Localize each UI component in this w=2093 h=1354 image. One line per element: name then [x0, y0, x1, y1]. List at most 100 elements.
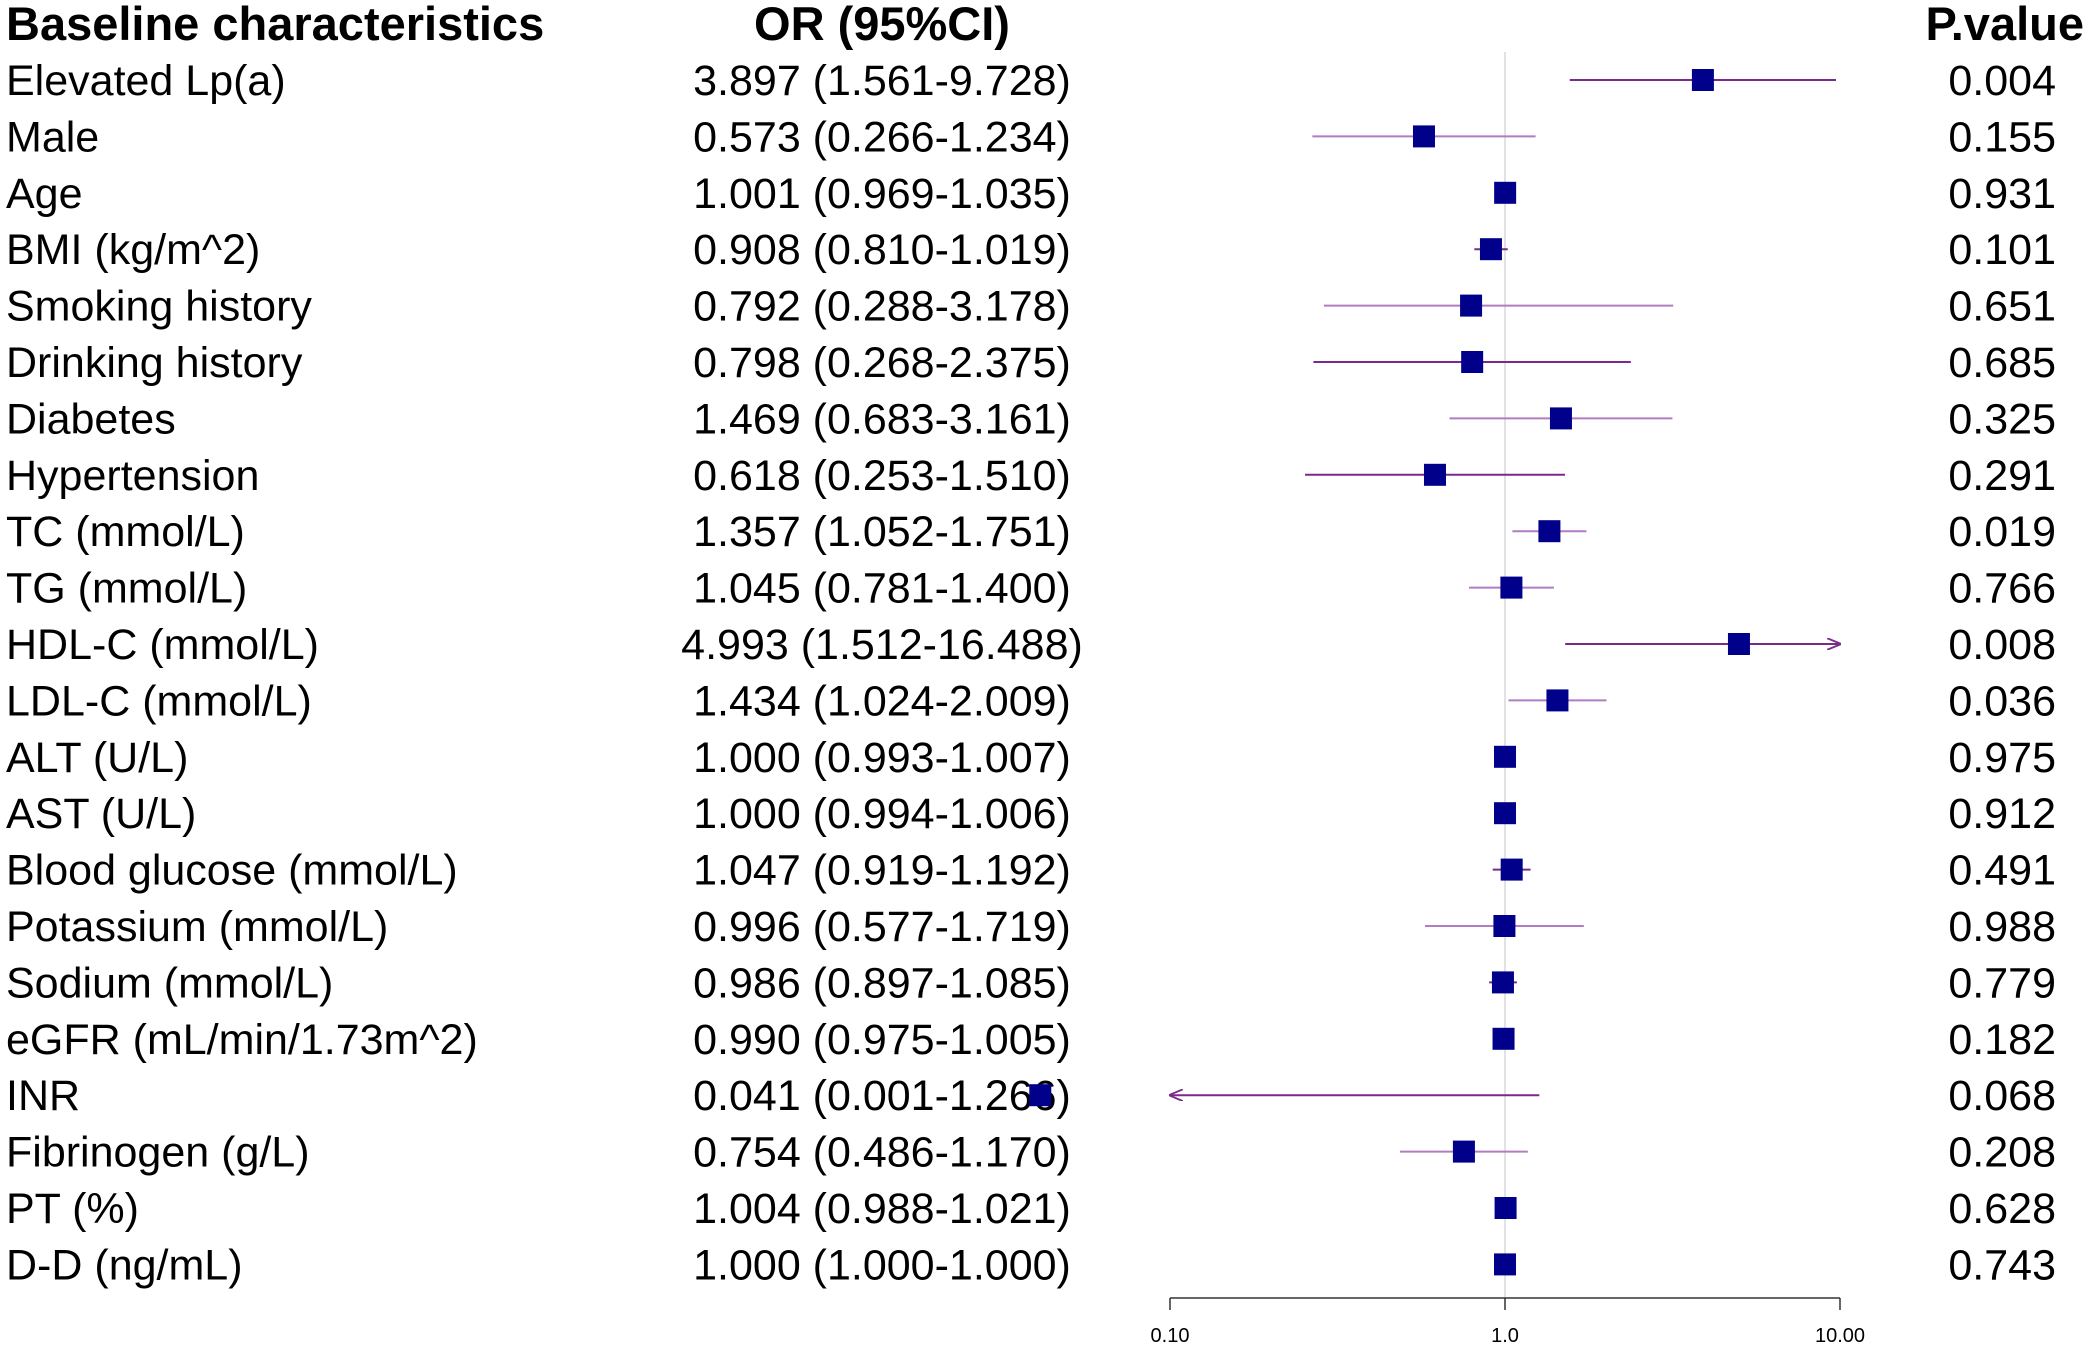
point-estimate	[1549, 407, 1572, 430]
forest-row: Sodium (mmol/L) 0.986 (0.897-1.085) 0.779	[6, 959, 2056, 1007]
row-p-value: 0.155	[1948, 113, 2056, 161]
row-p-value: 0.325	[1948, 395, 2056, 443]
point-estimate	[1460, 294, 1483, 317]
row-label: ALT (U/L)	[6, 734, 188, 782]
row-or-ci: 0.041 (0.001-1.266)	[693, 1072, 1071, 1120]
point-estimate	[1492, 1027, 1515, 1050]
row-p-value: 0.685	[1948, 339, 2056, 387]
x-axis: 0.10 1.0 10.00	[1151, 1297, 1865, 1347]
row-p-value: 0.019	[1948, 508, 2056, 556]
row-label: D-D (ng/mL)	[6, 1241, 243, 1289]
row-p-value: 0.491	[1948, 847, 2056, 895]
forest-row: HDL-C (mmol/L) 4.993 (1.512-16.488) 0.008	[6, 621, 2056, 669]
point-estimate	[1691, 69, 1714, 91]
row-or-ci: 0.996 (0.577-1.719)	[693, 903, 1071, 951]
row-p-value: 0.004	[1948, 57, 2056, 105]
row-label: eGFR (mL/min/1.73m^2)	[6, 1016, 478, 1064]
forest-row: D-D (ng/mL) 1.000 (1.000-1.000) 0.743	[6, 1241, 2056, 1289]
x-tick-label: 1.0	[1491, 1325, 1519, 1347]
point-estimate	[1491, 971, 1514, 994]
row-label: HDL-C (mmol/L)	[6, 621, 319, 669]
row-or-ci: 0.986 (0.897-1.085)	[693, 959, 1071, 1007]
row-label: INR	[6, 1072, 80, 1120]
row-p-value: 0.912	[1948, 790, 2056, 838]
forest-row: BMI (kg/m^2) 0.908 (0.810-1.019) 0.101	[6, 226, 2056, 274]
row-label: Diabetes	[6, 395, 176, 443]
row-or-ci: 1.434 (1.024-2.009)	[693, 677, 1071, 725]
forest-row: TG (mmol/L) 1.045 (0.781-1.400) 0.766	[6, 565, 2056, 613]
row-label: Fibrinogen (g/L)	[6, 1129, 310, 1177]
row-label: Hypertension	[6, 452, 259, 500]
forest-row: eGFR (mL/min/1.73m^2) 0.990 (0.975-1.005)…	[6, 1016, 2056, 1064]
row-or-ci: 1.004 (0.988-1.021)	[693, 1185, 1071, 1233]
row-p-value: 0.628	[1948, 1185, 2056, 1233]
point-estimate	[1479, 238, 1502, 261]
point-estimate	[1727, 633, 1750, 655]
forest-row: Hypertension 0.618 (0.253-1.510) 0.291	[6, 452, 2056, 500]
point-estimate	[1423, 463, 1446, 486]
forest-row: Elevated Lp(a) 3.897 (1.561-9.728) 0.004	[6, 57, 2056, 105]
row-label: Drinking history	[6, 339, 303, 387]
row-p-value: 0.766	[1948, 565, 2056, 613]
row-label: TG (mmol/L)	[6, 565, 247, 613]
row-p-value: 0.988	[1948, 903, 2056, 951]
row-p-value: 0.101	[1948, 226, 2056, 274]
point-estimate	[1494, 802, 1516, 825]
forest-row: Drinking history 0.798 (0.268-2.375) 0.685	[6, 339, 2056, 387]
row-or-ci: 0.754 (0.486-1.170)	[693, 1129, 1071, 1177]
row-label: TC (mmol/L)	[6, 508, 245, 556]
row-label: AST (U/L)	[6, 790, 196, 838]
row-p-value: 0.975	[1948, 734, 2056, 782]
row-p-value: 0.743	[1948, 1241, 2056, 1289]
forest-row: Male 0.573 (0.266-1.234) 0.155	[6, 113, 2056, 161]
header-p-value: P.value	[1925, 0, 2084, 50]
row-label: Elevated Lp(a)	[6, 57, 286, 105]
row-label: Smoking history	[6, 283, 312, 331]
row-or-ci: 0.990 (0.975-1.005)	[693, 1016, 1071, 1064]
point-estimate	[1494, 1197, 1517, 1219]
row-label: BMI (kg/m^2)	[6, 226, 260, 274]
row-or-ci: 1.000 (0.994-1.006)	[693, 790, 1071, 838]
row-label: Blood glucose (mmol/L)	[6, 847, 458, 895]
forest-row: Age 1.001 (0.969-1.035) 0.931	[6, 170, 2056, 218]
forest-row: INR 0.041 (0.001-1.266) 0.068	[6, 1072, 2056, 1120]
header-variable: Baseline characteristics	[6, 0, 544, 50]
row-p-value: 0.291	[1948, 452, 2056, 500]
row-label: LDL-C (mmol/L)	[6, 677, 312, 725]
point-estimate	[1029, 1084, 1052, 1107]
row-or-ci: 1.000 (0.993-1.007)	[693, 734, 1071, 782]
forest-row: Blood glucose (mmol/L) 1.047 (0.919-1.192…	[6, 847, 2056, 895]
row-label: Sodium (mmol/L)	[6, 959, 333, 1007]
point-estimate	[1452, 1140, 1475, 1163]
row-label: PT (%)	[6, 1185, 139, 1233]
row-or-ci: 0.792 (0.288-3.178)	[693, 283, 1071, 331]
row-or-ci: 0.908 (0.810-1.019)	[693, 226, 1071, 274]
row-p-value: 0.036	[1948, 677, 2056, 725]
forest-row: ALT (U/L) 1.000 (0.993-1.007) 0.975	[6, 734, 2056, 782]
point-estimate	[1546, 689, 1569, 712]
row-p-value: 0.208	[1948, 1129, 2056, 1177]
row-or-ci: 1.045 (0.781-1.400)	[693, 565, 1071, 613]
forest-row: Smoking history 0.792 (0.288-3.178) 0.651	[6, 283, 2056, 331]
forest-row: AST (U/L) 1.000 (0.994-1.006) 0.912	[6, 790, 2056, 838]
forest-row: PT (%) 1.004 (0.988-1.021) 0.628	[6, 1185, 2056, 1233]
row-or-ci: 1.357 (1.052-1.751)	[693, 508, 1071, 556]
row-p-value: 0.182	[1948, 1016, 2056, 1064]
row-or-ci: 1.000 (1.000-1.000)	[693, 1241, 1071, 1289]
row-or-ci: 0.618 (0.253-1.510)	[693, 452, 1071, 500]
row-or-ci: 1.047 (0.919-1.192)	[693, 847, 1071, 895]
forest-row: LDL-C (mmol/L) 1.434 (1.024-2.009) 0.036	[6, 677, 2056, 725]
row-label: Male	[6, 113, 99, 161]
row-p-value: 0.008	[1948, 621, 2056, 669]
point-estimate	[1493, 915, 1516, 937]
row-or-ci: 3.897 (1.561-9.728)	[693, 57, 1071, 105]
row-p-value: 0.651	[1948, 283, 2056, 331]
point-estimate	[1500, 576, 1523, 599]
forest-row: Fibrinogen (g/L) 0.754 (0.486-1.170) 0.208	[6, 1129, 2056, 1177]
forest-row: Potassium (mmol/L) 0.996 (0.577-1.719) 0.9…	[6, 903, 2056, 951]
row-label: Age	[6, 170, 83, 218]
x-tick-label: 10.00	[1815, 1325, 1865, 1347]
row-p-value: 0.931	[1948, 170, 2056, 218]
point-estimate	[1494, 181, 1517, 204]
row-or-ci: 1.469 (0.683-3.161)	[693, 395, 1071, 443]
